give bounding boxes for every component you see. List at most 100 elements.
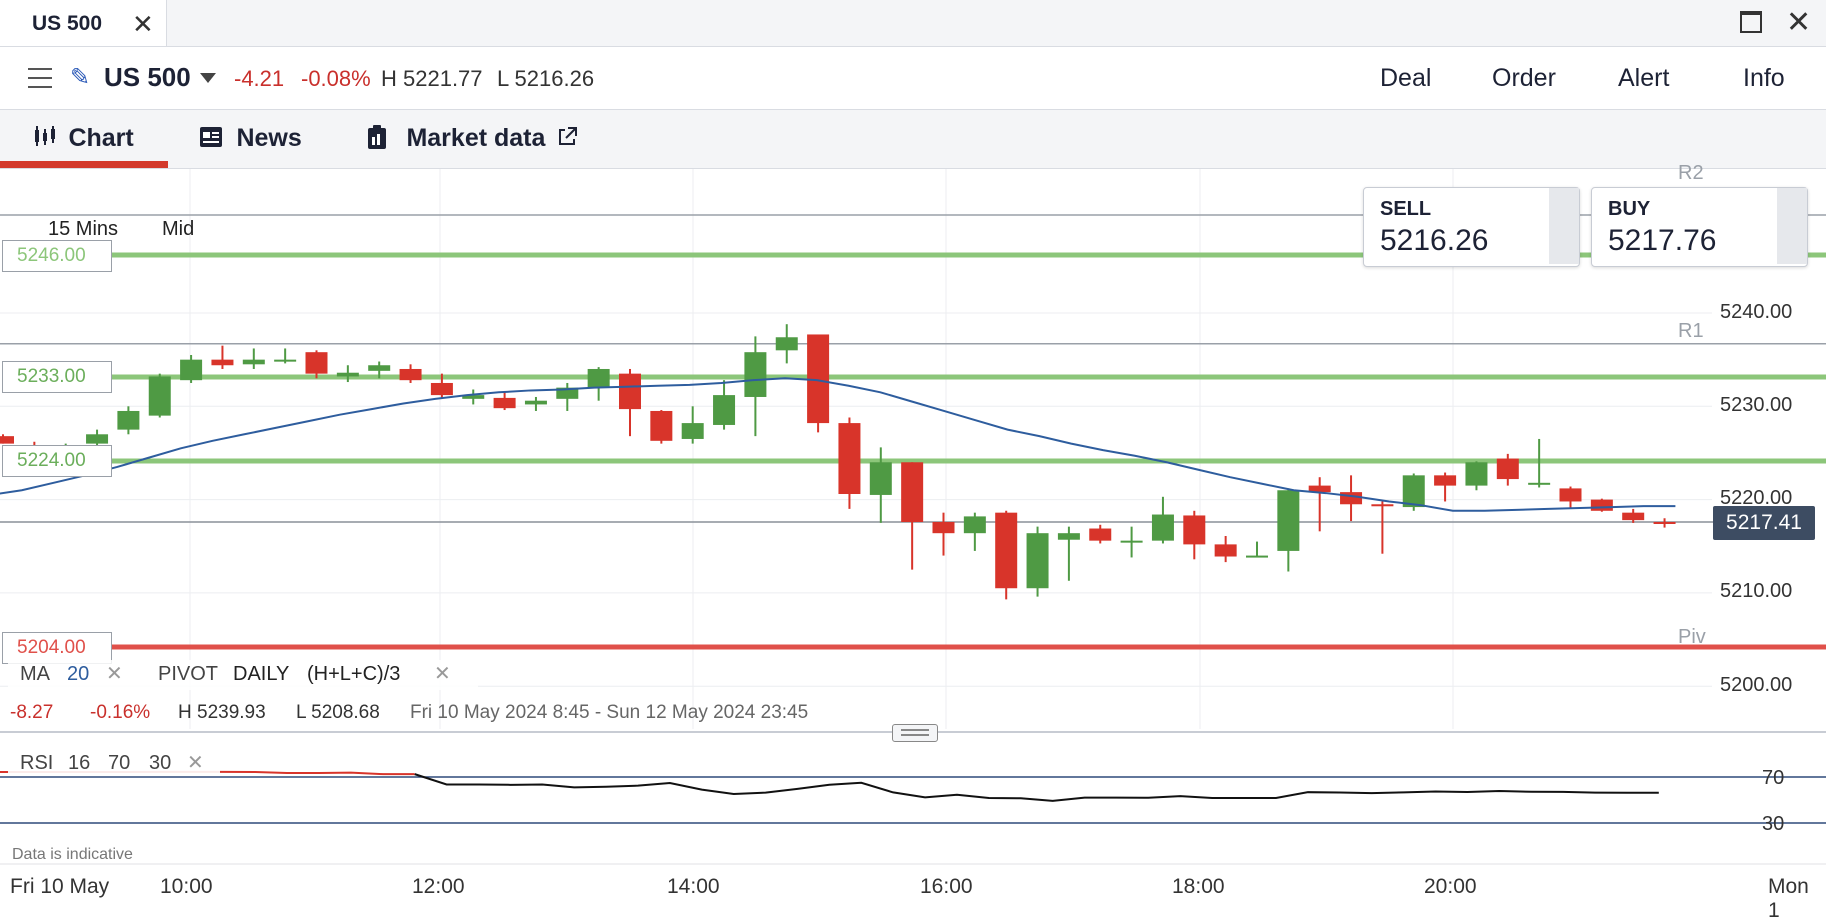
chevron-down-icon[interactable]: [200, 73, 216, 83]
candle-body: [242, 359, 265, 365]
level-tag-d[interactable]: 5204.00: [2, 632, 112, 664]
clipboard-icon: [368, 125, 386, 149]
x-tick: 10:00: [160, 875, 213, 898]
candle-body: [117, 410, 140, 430]
candle-body: [305, 352, 328, 374]
disclaimer: Data is indicative: [12, 846, 133, 863]
tab-close-icon[interactable]: ✕: [132, 9, 154, 39]
candle-body: [744, 352, 767, 397]
window-close-icon[interactable]: ✕: [1786, 6, 1812, 39]
alert-button[interactable]: Alert: [1618, 64, 1670, 92]
candle-body: [1183, 515, 1206, 545]
rsi-lower: 30: [149, 752, 172, 774]
level-tag-c[interactable]: 5224.00: [2, 445, 112, 477]
ma-period: 20: [67, 663, 90, 685]
remove-rsi-icon[interactable]: ✕: [187, 752, 204, 774]
candle-body: [1590, 499, 1613, 511]
price-type-selector[interactable]: Mid: [162, 218, 195, 240]
summary-change: -8.27: [10, 702, 54, 723]
x-tick: 20:00: [1424, 875, 1477, 898]
window-titlebar: [0, 0, 1826, 47]
pivot-period: DAILY: [233, 663, 290, 685]
remove-ma-icon[interactable]: ✕: [106, 663, 123, 685]
candle-body: [807, 334, 830, 424]
rsi-legend: [8, 746, 220, 776]
hamburger-menu-icon[interactable]: [28, 68, 52, 95]
candle-body: [963, 516, 986, 534]
pencil-icon[interactable]: ✎: [70, 64, 91, 91]
x-tick: 18:00: [1172, 875, 1225, 898]
sell-button-shade: [1549, 188, 1579, 264]
active-tab-indicator: [0, 161, 168, 168]
deal-button[interactable]: Deal: [1380, 64, 1432, 92]
tab-chart[interactable]: Chart: [32, 124, 134, 153]
y-tick: 5230.00: [1720, 394, 1793, 416]
newspaper-icon: [200, 127, 222, 147]
r2-label: R2: [1678, 162, 1704, 184]
x-tick: Fri 10 May: [10, 875, 110, 898]
summary-high: H 5239.93: [178, 702, 266, 723]
tab-chart-label: Chart: [68, 124, 134, 152]
price-chart[interactable]: [0, 169, 1826, 908]
candle-body: [995, 512, 1018, 589]
tab-news[interactable]: News: [198, 124, 302, 153]
header-change: -4.21: [234, 66, 285, 91]
sell-button[interactable]: SELL 5216.26: [1363, 187, 1580, 267]
candle-body: [1089, 528, 1112, 541]
buy-label: BUY: [1608, 198, 1651, 220]
header-change-percent: -0.08%: [301, 66, 371, 91]
candle-body: [1496, 458, 1519, 480]
candle-body: [681, 423, 704, 439]
indicator-legend: [8, 660, 478, 690]
pivot-label-name: PIVOT: [158, 663, 219, 685]
level-tag-b[interactable]: 5233.00: [2, 361, 112, 393]
candle-body: [713, 395, 736, 425]
candle-body: [556, 387, 579, 399]
candle-body: [932, 521, 955, 534]
x-tick: Mon 1: [1768, 875, 1809, 922]
candle-body: [336, 372, 359, 377]
window-tab[interactable]: [0, 0, 167, 46]
candle-body: [1151, 514, 1174, 541]
order-button[interactable]: Order: [1492, 64, 1556, 92]
buy-button[interactable]: BUY 5217.76: [1591, 187, 1808, 267]
maximize-icon[interactable]: [1740, 11, 1762, 33]
candle-body: [399, 368, 422, 381]
buy-button-shade: [1777, 188, 1807, 264]
pivot-label: Piv: [1678, 626, 1706, 648]
rsi-period: 16: [68, 752, 91, 774]
panel-resize-handle[interactable]: [892, 724, 938, 742]
x-tick: 14:00: [667, 875, 720, 898]
tab-news-label: News: [236, 124, 302, 152]
candle-body: [0, 436, 14, 444]
level-tag-a[interactable]: 5246.00: [2, 240, 112, 272]
candle-body: [493, 397, 516, 409]
candle-body: [1622, 512, 1645, 521]
candle-body: [1026, 533, 1049, 589]
info-button[interactable]: Info: [1743, 64, 1785, 92]
rsi-axis-30: 30: [1762, 813, 1785, 835]
candle-body: [1277, 490, 1300, 551]
candle-body: [869, 462, 892, 495]
current-price-tag: 5217.41: [1713, 506, 1815, 540]
candle-body: [1340, 492, 1363, 505]
instrument-header: [0, 47, 1826, 110]
tab-market-data[interactable]: Market data: [364, 124, 578, 153]
instrument-name[interactable]: US 500: [104, 62, 191, 92]
candle-body: [775, 337, 798, 351]
summary-change-percent: -0.16%: [90, 702, 151, 723]
y-tick: 5200.00: [1720, 674, 1793, 696]
timeframe-selector[interactable]: 15 Mins: [48, 218, 119, 240]
sell-label: SELL: [1380, 198, 1432, 220]
pivot-formula: (H+L+C)/3: [307, 663, 401, 685]
rsi-axis-70: 70: [1762, 767, 1785, 789]
tab-market-data-label: Market data: [406, 124, 546, 152]
candle-body: [1214, 544, 1237, 557]
candle-body: [1559, 488, 1582, 502]
remove-pivot-icon[interactable]: ✕: [434, 663, 451, 685]
rsi-upper: 70: [108, 752, 131, 774]
candle-body: [180, 359, 203, 381]
candle-body: [1402, 475, 1425, 508]
candle-body: [86, 434, 109, 444]
candle-body: [650, 410, 673, 441]
